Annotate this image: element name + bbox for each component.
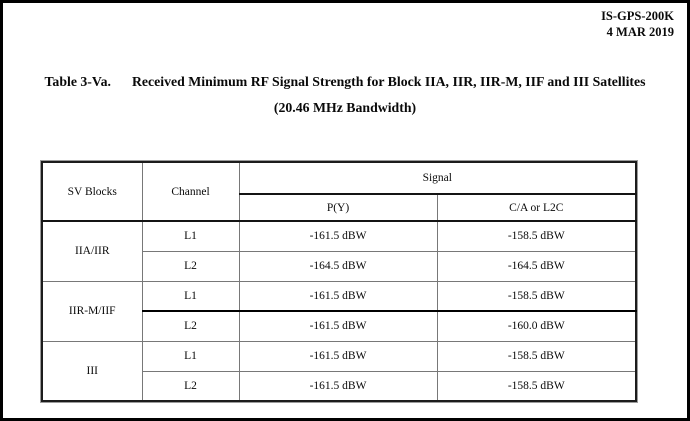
sv-block-cell: III [41, 340, 143, 402]
caption-label: Table 3-Va. [44, 74, 111, 89]
table-row: L2 -161.5 dBW -158.5 dBW [42, 370, 637, 402]
header-channel: Channel [141, 161, 240, 222]
table-row: IIR-M/IIF L1 -161.5 dBW -158.5 dBW [41, 280, 637, 342]
table-row: III L1 -161.5 dBW -158.5 dBW [41, 340, 637, 402]
py-value-cell: -161.5 dBW [238, 280, 438, 312]
table-row: IIA/IIR L1 -161.5 dBW -158.5 dBW [41, 220, 637, 282]
channel-cell: L1 [141, 340, 240, 372]
channel-cell: L2 [141, 310, 240, 342]
doc-header: IS-GPS-200K 4 MAR 2019 [601, 9, 674, 40]
py-value-cell: -161.5 dBW [238, 340, 438, 372]
table-row: L2 -164.5 dBW -164.5 dBW [42, 250, 637, 282]
doc-id: IS-GPS-200K [601, 9, 674, 23]
signal-strength-table: SV Blocks Channel Signal P(Y) C/A or L2C… [41, 161, 638, 402]
header-signal: Signal [238, 161, 637, 195]
channel-cell: L1 [141, 280, 240, 312]
channel-cell: L1 [141, 220, 240, 252]
sv-block-cell: IIA/IIR [41, 220, 143, 282]
header-ca-or-l2c: C/A or L2C [436, 193, 637, 222]
sv-block-cell: IIR-M/IIF [41, 280, 143, 342]
py-value-cell: -161.5 dBW [238, 370, 438, 402]
channel-cell: L2 [141, 250, 240, 282]
caption-line1: Table 3-Va. Received Minimum RF Signal St… [3, 74, 687, 90]
ca-value-cell: -158.5 dBW [436, 370, 637, 402]
header-row-signal: SV Blocks Channel Signal [41, 161, 637, 222]
ca-value-cell: -160.0 dBW [436, 310, 637, 342]
doc-date: 4 MAR 2019 [606, 24, 674, 39]
ca-value-cell: -158.5 dBW [436, 280, 637, 312]
py-value-cell: -161.5 dBW [238, 310, 438, 342]
caption-title: Received Minimum RF Signal Strength for … [131, 74, 646, 89]
ca-value-cell: -158.5 dBW [436, 340, 637, 372]
table-row: L2 -161.5 dBW -160.0 dBW [42, 310, 637, 342]
py-value-cell: -161.5 dBW [238, 220, 438, 252]
ca-value-cell: -164.5 dBW [436, 250, 637, 282]
py-value-cell: -164.5 dBW [238, 250, 438, 282]
header-sv-blocks: SV Blocks [41, 161, 143, 222]
header-row-sub: P(Y) C/A or L2C [42, 193, 637, 222]
table-caption: Table 3-Va. Received Minimum RF Signal St… [3, 74, 687, 116]
channel-cell: L2 [141, 370, 240, 402]
header-py: P(Y) [238, 193, 438, 222]
ca-value-cell: -158.5 dBW [436, 220, 637, 252]
caption-subtitle: (20.46 MHz Bandwidth) [273, 100, 417, 115]
